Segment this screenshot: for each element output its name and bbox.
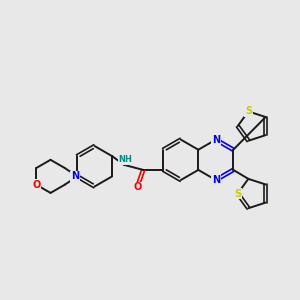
- Text: NH: NH: [118, 155, 132, 164]
- Text: N: N: [71, 171, 79, 182]
- Text: N: N: [212, 135, 220, 145]
- Text: O: O: [32, 180, 40, 190]
- Text: N: N: [212, 175, 220, 185]
- Text: O: O: [134, 182, 142, 192]
- Text: S: S: [245, 106, 252, 116]
- Text: S: S: [234, 188, 241, 199]
